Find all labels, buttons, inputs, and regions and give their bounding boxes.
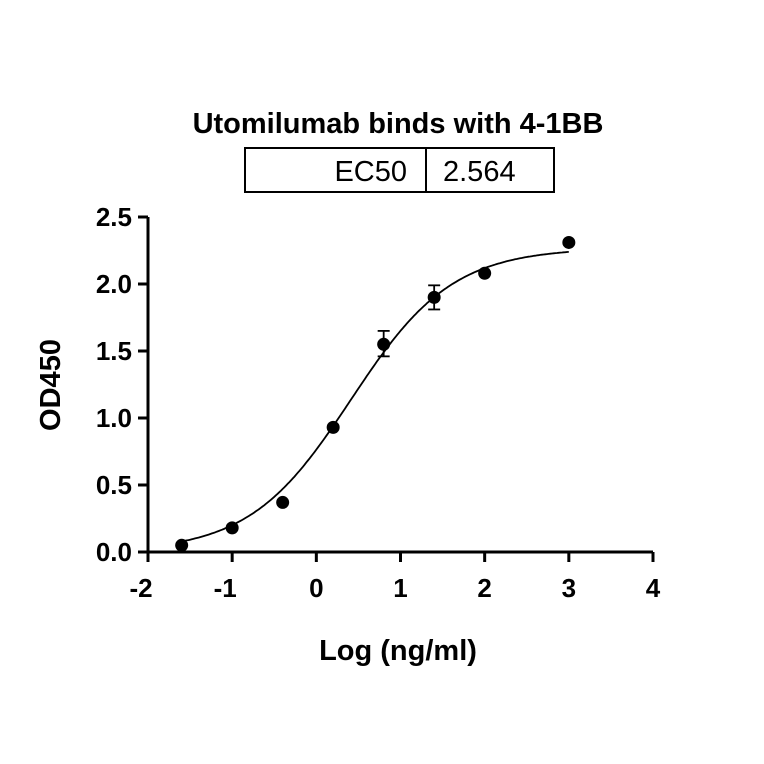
- data-point: [225, 521, 239, 535]
- x-axis-label: Log (ng/ml): [319, 635, 477, 667]
- data-point: [377, 337, 391, 351]
- data-point: [562, 235, 576, 249]
- x-tick-label: -1: [214, 573, 237, 603]
- ec50-label: EC50: [334, 156, 407, 188]
- y-tick-label: 0.0: [96, 537, 132, 567]
- x-tick-label: 3: [562, 573, 576, 603]
- data-point: [478, 266, 492, 280]
- fit-curve: [181, 251, 569, 543]
- y-tick-label: 1.0: [96, 403, 132, 433]
- ec50-table: EC50 2.564: [244, 147, 555, 193]
- x-tick-label: -2: [129, 573, 152, 603]
- chart-title: Utomilumab binds with 4-1BB: [193, 108, 604, 140]
- y-tick-label: 2.0: [96, 269, 132, 299]
- data-point: [276, 495, 290, 509]
- ec50-value: 2.564: [443, 156, 516, 188]
- y-axis-label: OD450: [35, 339, 67, 431]
- x-tick-label: 0: [309, 573, 323, 603]
- y-tick-label: 0.5: [96, 470, 132, 500]
- x-tick-label: 1: [393, 573, 407, 603]
- y-tick-label: 2.5: [96, 202, 132, 232]
- y-tick-label: 1.5: [96, 336, 132, 366]
- data-point: [175, 538, 189, 552]
- data-point: [326, 420, 340, 434]
- x-tick-label: 2: [477, 573, 491, 603]
- data-point: [427, 290, 441, 304]
- x-tick-label: 4: [646, 573, 661, 603]
